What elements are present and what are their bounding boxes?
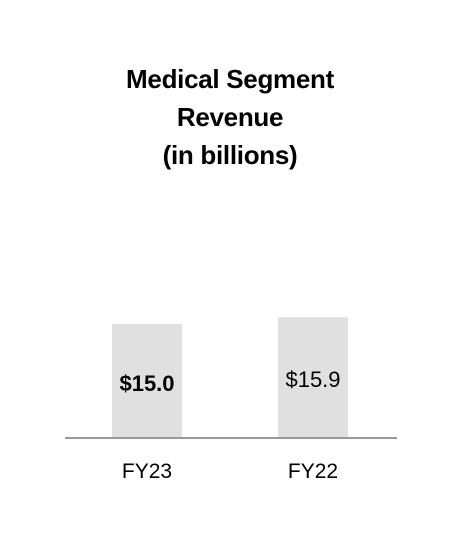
bars-layer bbox=[112, 317, 348, 438]
x-tick-label-fy23: FY23 bbox=[122, 460, 172, 483]
chart-title-line-3: (in billions) bbox=[162, 140, 298, 170]
x-tick-label-fy22: FY22 bbox=[288, 460, 338, 483]
data-label-fy23: $15.0 bbox=[119, 371, 174, 396]
chart-title: Medical Segment Revenue (in billions) bbox=[0, 60, 460, 174]
data-label-fy22: $15.9 bbox=[285, 367, 340, 392]
chart-title-line-1: Medical Segment bbox=[126, 64, 334, 94]
bar-fy23 bbox=[112, 324, 182, 438]
chart-title-line-2: Revenue bbox=[176, 102, 284, 132]
labels-layer: $15.0 FY23 $15.9 FY22 bbox=[119, 367, 340, 483]
bar-fy22 bbox=[278, 317, 348, 438]
